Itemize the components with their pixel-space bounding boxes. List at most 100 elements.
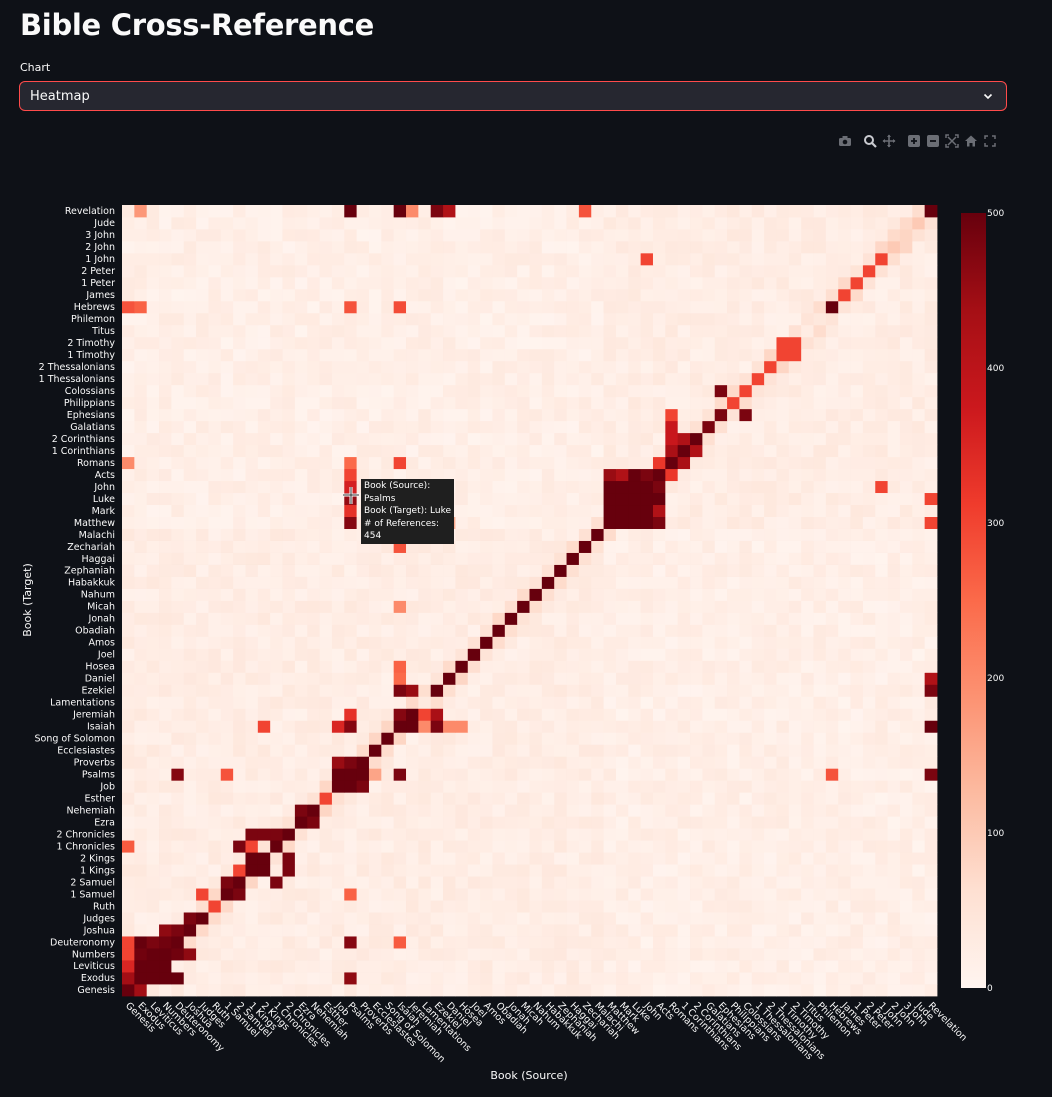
heatmap-cell[interactable] [294,288,308,302]
heatmap-cell[interactable] [294,348,308,362]
heatmap-cell[interactable] [566,252,580,266]
heatmap-cell[interactable] [541,432,555,446]
heatmap-cell[interactable] [517,576,530,589]
heatmap-cell[interactable] [406,900,419,913]
heatmap-cell[interactable] [492,600,506,613]
heatmap-cell[interactable] [220,252,234,266]
heatmap-cell[interactable] [257,936,271,949]
heatmap-cell[interactable] [776,744,790,757]
heatmap-cell[interactable] [282,876,296,889]
heatmap-cell[interactable] [356,576,370,589]
heatmap-cell[interactable] [751,864,765,877]
heatmap-cell[interactable] [393,948,407,961]
heatmap-cell[interactable] [615,696,629,709]
heatmap-cell[interactable] [381,816,395,829]
heatmap-cell[interactable] [480,924,493,937]
heatmap-cell[interactable] [764,696,777,709]
heatmap-cell[interactable] [862,276,876,290]
heatmap-cell[interactable] [838,516,851,529]
heatmap-cell[interactable] [220,780,234,793]
heatmap-cell[interactable] [319,840,333,853]
heatmap-cell[interactable] [159,480,172,494]
heatmap-cell[interactable] [196,756,209,769]
heatmap-cell[interactable] [418,708,432,721]
heatmap-cell[interactable] [838,972,851,985]
heatmap-cell[interactable] [554,240,567,254]
heatmap-cell[interactable] [270,276,283,290]
heatmap-cell[interactable] [134,924,148,937]
heatmap-cell[interactable] [603,588,617,601]
heatmap-cell[interactable] [146,756,160,769]
heatmap-cell[interactable] [381,744,395,757]
heatmap-cell[interactable] [603,660,617,673]
heatmap-cell[interactable] [578,912,592,925]
heatmap-cell[interactable] [517,324,530,338]
heatmap-cell[interactable] [801,444,814,458]
heatmap-cell[interactable] [344,600,358,613]
heatmap-cell[interactable] [788,300,802,314]
heatmap-cell[interactable] [146,372,160,386]
heatmap-cell[interactable] [282,660,296,673]
heatmap-cell[interactable] [504,888,518,901]
heatmap-cell[interactable] [122,876,135,889]
heatmap-cell[interactable] [319,564,333,577]
heatmap-cell[interactable] [344,372,358,386]
heatmap-cell[interactable] [554,336,567,350]
heatmap-cell[interactable] [171,228,185,242]
heatmap-cell[interactable] [714,876,728,889]
heatmap-cell[interactable] [294,312,308,326]
heatmap-cell[interactable] [776,756,790,769]
heatmap-cell[interactable] [344,936,358,949]
heatmap-cell[interactable] [739,840,753,853]
heatmap-cell[interactable] [467,300,481,314]
heatmap-cell[interactable] [603,792,617,805]
heatmap-cell[interactable] [504,576,518,589]
heatmap-cell[interactable] [899,648,913,661]
heatmap-cell[interactable] [875,540,889,553]
heatmap-cell[interactable] [504,768,518,781]
heatmap-cell[interactable] [492,924,506,937]
heatmap-cell[interactable] [504,456,518,470]
heatmap-cell[interactable] [924,744,938,757]
heatmap-cell[interactable] [270,756,283,769]
heatmap-cell[interactable] [418,864,432,877]
heatmap-cell[interactable] [196,780,209,793]
heatmap-cell[interactable] [764,552,777,565]
heatmap-cell[interactable] [541,936,555,949]
heatmap-cell[interactable] [924,780,938,793]
heatmap-cell[interactable] [665,300,679,314]
heatmap-cell[interactable] [443,888,456,901]
heatmap-cell[interactable] [702,972,716,985]
heatmap-cell[interactable] [208,396,222,410]
heatmap-cell[interactable] [282,948,296,961]
heatmap-cell[interactable] [381,768,395,781]
heatmap-cell[interactable] [418,432,432,446]
heatmap-cell[interactable] [257,804,271,817]
heatmap-cell[interactable] [122,396,135,410]
heatmap-cell[interactable] [813,672,827,685]
heatmap-cell[interactable] [270,780,283,793]
heatmap-cell[interactable] [134,792,148,805]
heatmap-cell[interactable] [899,444,913,458]
heatmap-cell[interactable] [529,972,543,985]
heatmap-cell[interactable] [282,636,296,649]
heatmap-cell[interactable] [541,792,555,805]
heatmap-cell[interactable] [615,672,629,685]
heatmap-cell[interactable] [739,732,753,745]
heatmap-cell[interactable] [406,732,419,745]
heatmap-cell[interactable] [838,732,851,745]
heatmap-cell[interactable] [455,348,469,362]
heatmap-cell[interactable] [529,612,543,625]
heatmap-cell[interactable] [294,228,308,242]
heatmap-cell[interactable] [393,324,407,338]
heatmap-cell[interactable] [171,516,185,529]
heatmap-cell[interactable] [196,384,209,398]
heatmap-cell[interactable] [208,888,222,901]
heatmap-cell[interactable] [727,612,740,625]
heatmap-cell[interactable] [615,360,629,374]
heatmap-cell[interactable] [912,756,926,769]
heatmap-cell[interactable] [788,480,802,494]
heatmap-cell[interactable] [751,252,765,266]
heatmap-cell[interactable] [307,924,320,937]
heatmap-cell[interactable] [739,324,753,338]
